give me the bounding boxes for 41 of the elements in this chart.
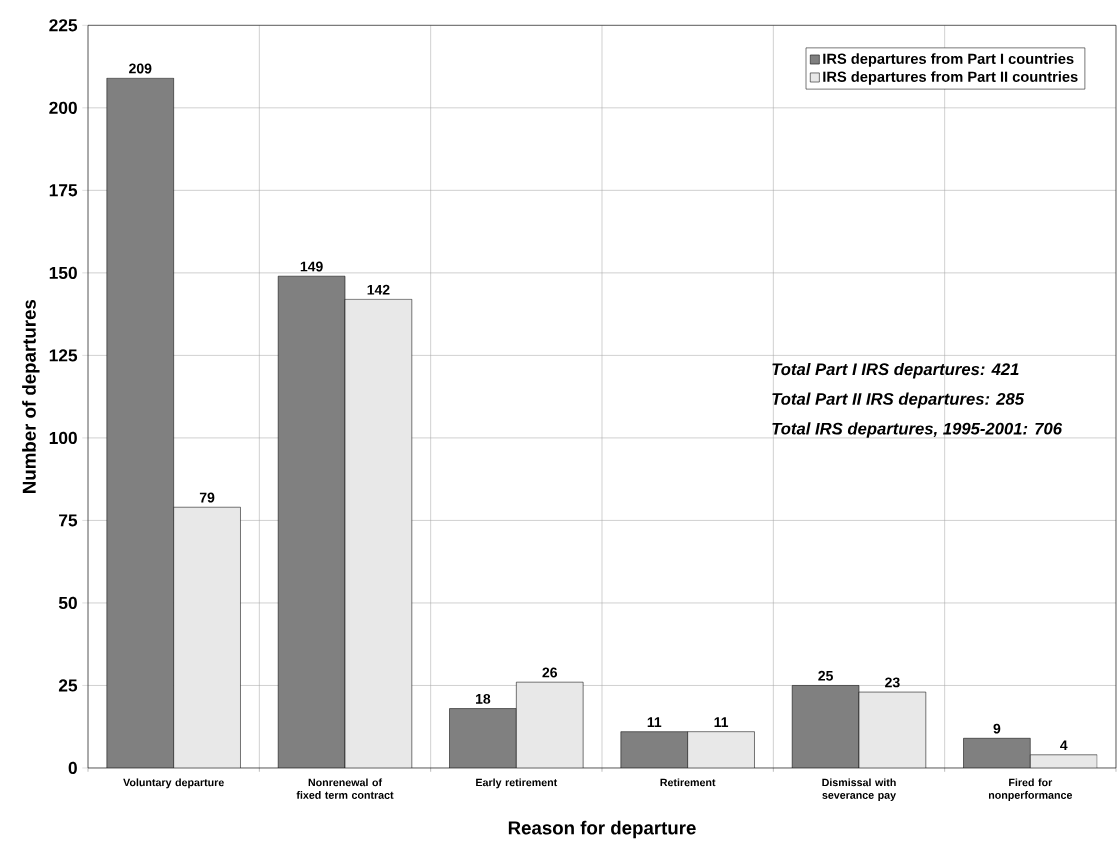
bar <box>963 738 1031 768</box>
x-axis-title: Reason for departure <box>508 820 696 839</box>
data-label: 79 <box>199 492 215 503</box>
data-label: 149 <box>300 261 323 272</box>
y-tick-label: 125 <box>49 349 78 362</box>
data-label: 11 <box>647 717 662 727</box>
y-tick-label: 150 <box>49 266 77 280</box>
x-tick-label: Early retirement <box>476 778 558 789</box>
y-axis-title: Number of departures <box>22 299 40 493</box>
y-tick-label: 50 <box>58 596 77 610</box>
y-tick-label: 25 <box>58 679 78 692</box>
annotation: Total Part II IRS departures: 285 <box>772 392 1025 409</box>
bar <box>106 77 174 768</box>
x-tick-label: Nonrenewal of fixed term contract <box>296 778 394 799</box>
annotation: Total Part I IRS departures: 421 <box>772 362 1019 379</box>
y-tick-label: 200 <box>49 101 77 114</box>
x-tick-label: Fired for nonperformance <box>988 778 1073 801</box>
legend-label: IRS departures from Part I countries <box>823 53 1074 67</box>
y-tick-label: 100 <box>49 431 77 445</box>
legend-label: IRS departures from Part II countries <box>823 71 1078 85</box>
data-label: 209 <box>129 63 152 74</box>
y-tick-label: 175 <box>49 184 78 197</box>
y-tick-label: 225 <box>49 19 78 32</box>
data-label: 26 <box>542 667 558 678</box>
x-tick-label: Dismissal with severance pay <box>822 778 896 801</box>
bar <box>620 731 688 768</box>
data-label: 9 <box>993 723 1001 734</box>
data-label: 23 <box>885 677 900 688</box>
data-label: 25 <box>818 670 833 681</box>
bar <box>277 275 346 768</box>
data-label: 11 <box>714 717 729 727</box>
bar <box>791 685 860 768</box>
y-tick-label: 75 <box>59 514 78 527</box>
annotation: Total IRS departures, 1995-2001: 706 <box>772 422 1063 438</box>
data-label: 18 <box>476 693 491 704</box>
x-tick-label: Voluntary departure <box>123 778 224 789</box>
x-tick-label: Retirement <box>660 778 716 787</box>
y-tick-label: 0 <box>68 761 77 775</box>
data-label: 142 <box>367 284 390 295</box>
bar <box>449 708 517 768</box>
data-label: 4 <box>1060 740 1068 751</box>
